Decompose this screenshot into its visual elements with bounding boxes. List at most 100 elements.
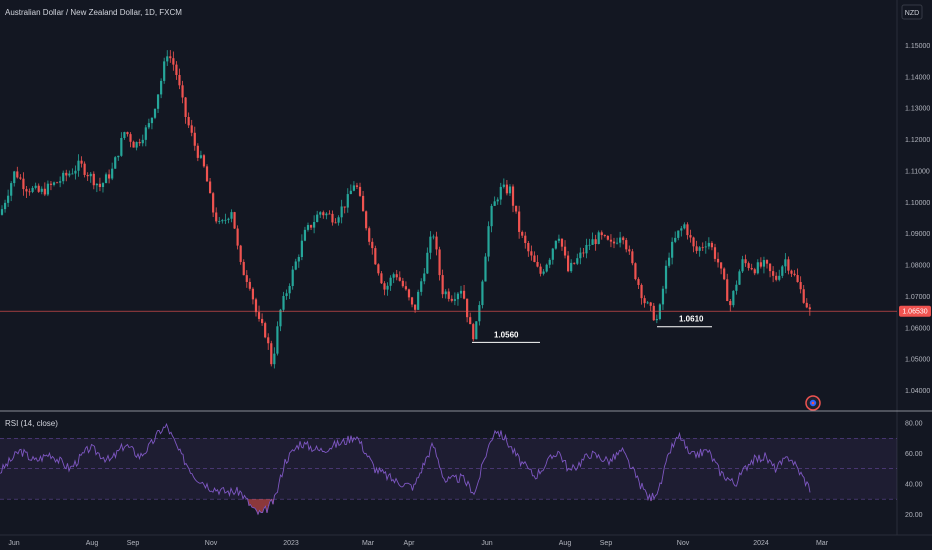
candle-body	[530, 251, 533, 256]
candle-body	[637, 279, 640, 285]
candle-body	[796, 275, 799, 283]
candle-body	[787, 259, 790, 271]
time-axis[interactable]: Jun Aug Sep Nov 2023 Mar Apr Jun Aug Sep Nov 2024 Ma…	[8, 540, 828, 547]
candle-body	[426, 252, 429, 274]
logo-badge-icon[interactable]	[805, 395, 821, 411]
price-tick-label: 1.11000	[905, 168, 930, 175]
candle-body	[77, 160, 80, 171]
candle-body	[729, 301, 732, 306]
candle-body	[291, 269, 294, 287]
time-tick-label: Jun	[8, 540, 19, 547]
candle-body	[435, 236, 438, 250]
candle-body	[306, 225, 310, 230]
annotation-label: 1.0560	[494, 330, 519, 339]
candle-body	[680, 228, 683, 231]
candle-body	[59, 181, 62, 183]
candle-body	[707, 242, 710, 247]
candle-body	[294, 261, 297, 270]
candle-body	[496, 199, 499, 202]
candle-body	[594, 239, 597, 245]
candle-body	[759, 262, 762, 267]
candle-body	[236, 228, 239, 246]
candle-body	[169, 56, 172, 59]
candle-body	[499, 186, 502, 200]
candle-body	[218, 221, 221, 222]
candle-body	[521, 231, 524, 236]
main-title: Australian Dollar / New Zealand Dollar, …	[5, 8, 182, 17]
candle-body	[365, 211, 368, 229]
candle-body	[579, 252, 582, 259]
candle-body	[582, 252, 585, 254]
candle-body	[337, 217, 340, 223]
candle-body	[726, 279, 729, 302]
candle-body	[560, 238, 564, 247]
candle-body	[664, 265, 668, 289]
candle-body	[683, 224, 686, 229]
candle-body	[267, 337, 270, 344]
candle-body	[141, 139, 144, 144]
candle-body	[808, 307, 811, 310]
candle-body	[505, 184, 508, 194]
candle-body	[723, 268, 726, 280]
candle-body	[184, 97, 187, 117]
candle-body	[576, 258, 579, 264]
candle-body	[775, 275, 778, 280]
candle-body	[407, 289, 411, 298]
candle-body	[661, 288, 665, 305]
candle-body	[242, 261, 245, 276]
last-price-value: 1.06530	[902, 309, 927, 316]
candle-body	[355, 185, 359, 187]
currency-label: NZD	[905, 10, 919, 17]
candle-body	[199, 155, 202, 158]
candle-body	[741, 259, 744, 272]
candle-body	[551, 248, 554, 260]
candle-body	[380, 273, 383, 284]
time-tick-label: Mar	[362, 540, 375, 547]
currency-button[interactable]	[901, 4, 923, 20]
candle-body	[762, 260, 766, 267]
candle-body	[62, 172, 65, 182]
candle-body	[597, 232, 600, 245]
candle-body	[156, 94, 160, 109]
candle-body	[472, 324, 475, 340]
price-tick-label: 1.06000	[905, 325, 930, 332]
candle-body	[625, 240, 628, 250]
price-tick-label: 1.04000	[905, 388, 930, 395]
candle-body	[22, 178, 25, 190]
rsi-tick-label: 20.00	[905, 512, 923, 519]
candle-body	[747, 263, 750, 269]
candle-body	[313, 222, 316, 228]
candle-body	[37, 185, 40, 192]
candle-body	[735, 284, 738, 291]
candle-body	[778, 275, 781, 280]
candle-body	[438, 249, 441, 276]
candle-body	[600, 232, 603, 236]
candle-body	[227, 218, 230, 220]
candle-body	[202, 155, 206, 167]
candle-body	[150, 117, 154, 124]
candle-body	[414, 304, 417, 310]
candle-body	[615, 242, 619, 244]
candle-body	[710, 242, 714, 248]
time-tick-label: Sep	[600, 540, 613, 547]
candle-body	[441, 275, 444, 295]
candle-body	[527, 243, 530, 252]
candle-body	[71, 173, 74, 175]
candle-body	[264, 323, 267, 338]
candle-body	[190, 125, 193, 133]
candle-body	[28, 191, 31, 193]
candle-body	[404, 286, 408, 290]
candle-body	[667, 257, 671, 266]
time-tick-label: Jun	[481, 540, 492, 547]
candle-body	[166, 56, 169, 62]
price-axis[interactable]: 1.15000 1.14000 1.13000 1.12000 1.11000 1.100…	[905, 43, 930, 395]
candle-body	[300, 240, 303, 258]
candle-body	[212, 193, 215, 213]
rsi-tick-label: 60.00	[905, 451, 923, 458]
annotation-label: 1.0610	[679, 315, 704, 324]
candle-body	[43, 188, 46, 195]
candle-body	[98, 183, 102, 188]
candle-body	[371, 241, 374, 249]
candle-body	[570, 262, 573, 272]
